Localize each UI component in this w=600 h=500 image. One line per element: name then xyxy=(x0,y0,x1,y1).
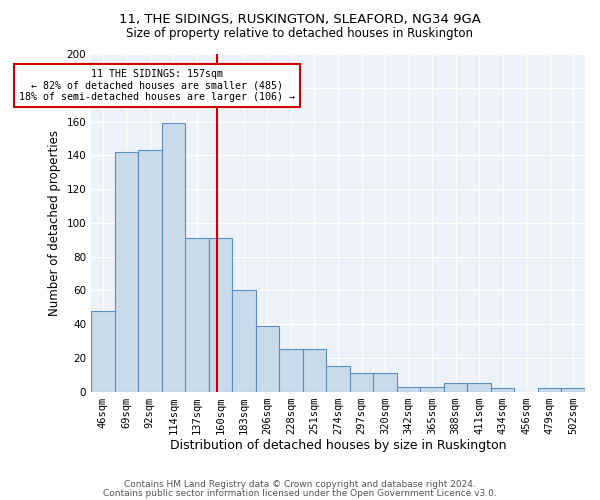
Bar xyxy=(421,386,444,392)
Text: Contains HM Land Registry data © Crown copyright and database right 2024.: Contains HM Land Registry data © Crown c… xyxy=(124,480,476,489)
Bar xyxy=(467,383,491,392)
Text: 11, THE SIDINGS, RUSKINGTON, SLEAFORD, NG34 9GA: 11, THE SIDINGS, RUSKINGTON, SLEAFORD, N… xyxy=(119,12,481,26)
Bar xyxy=(397,386,421,392)
Text: 11 THE SIDINGS: 157sqm
← 82% of detached houses are smaller (485)
18% of semi-de: 11 THE SIDINGS: 157sqm ← 82% of detached… xyxy=(19,69,295,102)
Text: Contains public sector information licensed under the Open Government Licence v3: Contains public sector information licen… xyxy=(103,490,497,498)
Bar xyxy=(491,388,514,392)
Bar xyxy=(161,123,185,392)
Bar xyxy=(562,388,585,392)
X-axis label: Distribution of detached houses by size in Ruskington: Distribution of detached houses by size … xyxy=(170,440,506,452)
Bar xyxy=(538,388,562,392)
Bar xyxy=(232,290,256,392)
Bar xyxy=(279,350,303,392)
Bar xyxy=(326,366,350,392)
Bar xyxy=(209,238,232,392)
Bar xyxy=(373,373,397,392)
Bar xyxy=(256,326,279,392)
Y-axis label: Number of detached properties: Number of detached properties xyxy=(48,130,61,316)
Bar xyxy=(138,150,161,392)
Bar xyxy=(185,238,209,392)
Bar xyxy=(350,373,373,392)
Bar xyxy=(303,350,326,392)
Bar xyxy=(91,310,115,392)
Bar xyxy=(444,383,467,392)
Bar xyxy=(115,152,138,392)
Text: Size of property relative to detached houses in Ruskington: Size of property relative to detached ho… xyxy=(127,28,473,40)
